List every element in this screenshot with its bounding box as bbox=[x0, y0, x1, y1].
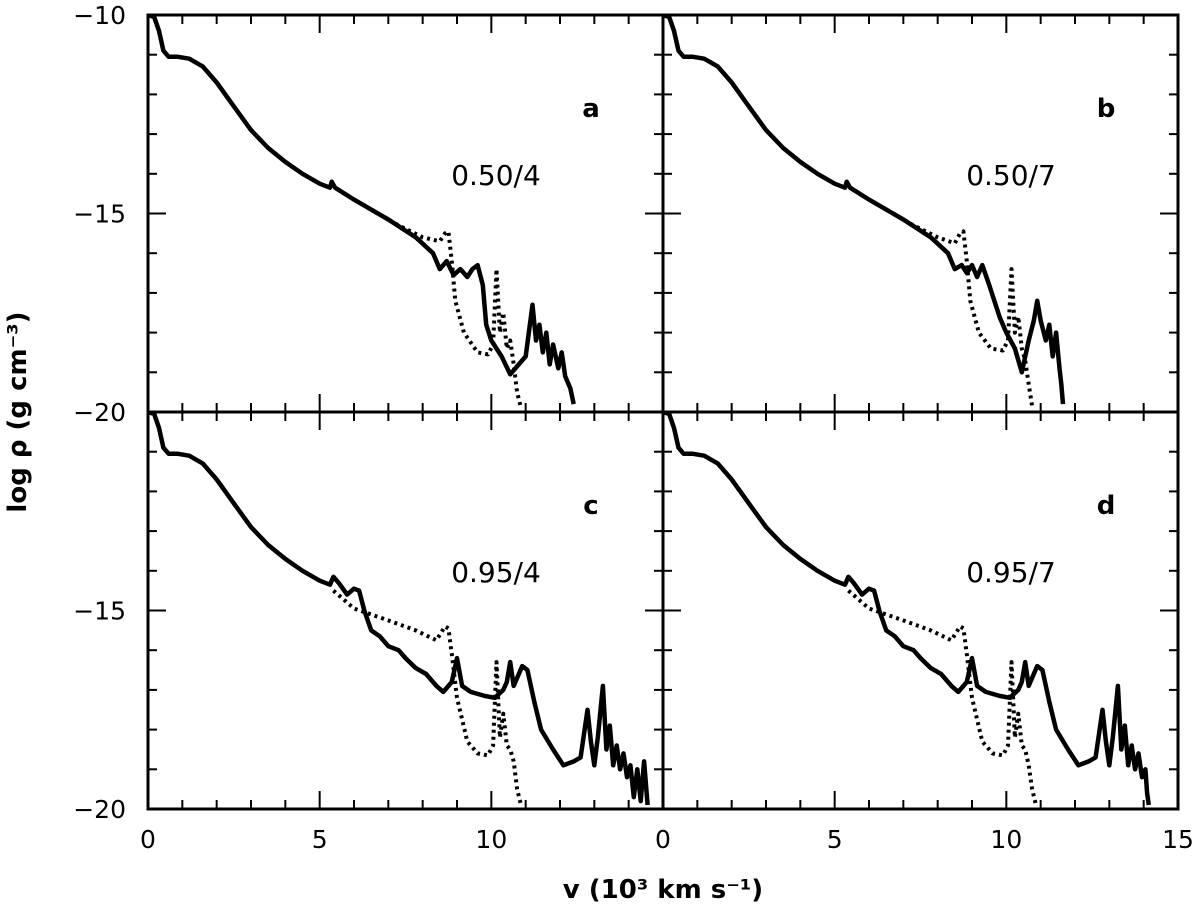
y-tick-label: −20 bbox=[73, 398, 126, 427]
x-tick-label: 10 bbox=[475, 825, 507, 854]
x-tick-label: 15 bbox=[1162, 825, 1194, 854]
series-dotted-line bbox=[885, 207, 1035, 407]
series-solid-line bbox=[663, 15, 1066, 405]
panels-layer: a 0.50/4 b 0.50/7 c 0.95/4 d 0.95/7 bbox=[146, 13, 1180, 811]
y-tick-label: −10 bbox=[73, 1, 126, 30]
x-axis-title: v (10³ km s⁻¹) bbox=[563, 875, 763, 905]
x-tick-label: 5 bbox=[312, 825, 328, 854]
labels-layer: v (10³ km s⁻¹) log ρ (g cm⁻³) 0 5 10 0 5 10 15… bbox=[3, 1, 1194, 905]
y-tick-label: −20 bbox=[73, 795, 126, 824]
series-group bbox=[663, 15, 1066, 407]
panel-frame bbox=[661, 13, 1180, 414]
panel-frame bbox=[146, 13, 665, 414]
x-tick-label: 5 bbox=[827, 825, 843, 854]
series-dotted-line bbox=[332, 589, 523, 804]
series-solid-line bbox=[663, 412, 1152, 806]
panel-frame bbox=[146, 410, 665, 811]
panel-parameter-label: 0.50/7 bbox=[966, 159, 1056, 192]
x-tick-label: 0 bbox=[140, 825, 156, 854]
panel-frame bbox=[661, 410, 1180, 811]
series-dotted-line bbox=[370, 207, 523, 407]
x-tick-label: 10 bbox=[990, 825, 1022, 854]
panel-b: b 0.50/7 bbox=[661, 13, 1180, 414]
series-group bbox=[148, 412, 650, 806]
y-tick-label: −15 bbox=[73, 200, 126, 229]
panel-parameter-label: 0.95/7 bbox=[966, 556, 1056, 589]
series-group bbox=[663, 412, 1152, 806]
panel-d: d 0.95/7 bbox=[661, 410, 1180, 811]
panel-letter: d bbox=[1097, 491, 1116, 521]
y-axis-title: log ρ (g cm⁻³) bbox=[3, 311, 33, 512]
panel-parameter-label: 0.50/4 bbox=[451, 159, 541, 192]
x-tick-label: 0 bbox=[655, 825, 671, 854]
series-dotted-line bbox=[847, 589, 1038, 804]
series-solid-line bbox=[148, 15, 576, 405]
series-group bbox=[148, 15, 576, 407]
panel-c: c 0.95/4 bbox=[146, 410, 665, 811]
y-tick-label: −15 bbox=[73, 597, 126, 626]
panel-letter: a bbox=[582, 94, 600, 124]
panel-a: a 0.50/4 bbox=[146, 13, 665, 414]
panel-parameter-label: 0.95/4 bbox=[451, 556, 541, 589]
panel-letter: b bbox=[1097, 94, 1116, 124]
panel-letter: c bbox=[583, 491, 598, 521]
series-solid-line bbox=[148, 412, 650, 806]
